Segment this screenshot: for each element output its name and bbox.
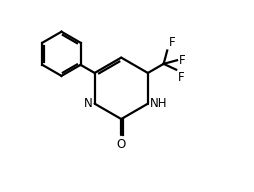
Text: F: F: [169, 36, 175, 49]
Text: F: F: [179, 54, 185, 67]
Text: F: F: [178, 71, 184, 84]
Text: NH: NH: [150, 97, 167, 110]
Text: O: O: [117, 138, 126, 151]
Text: N: N: [84, 97, 93, 110]
